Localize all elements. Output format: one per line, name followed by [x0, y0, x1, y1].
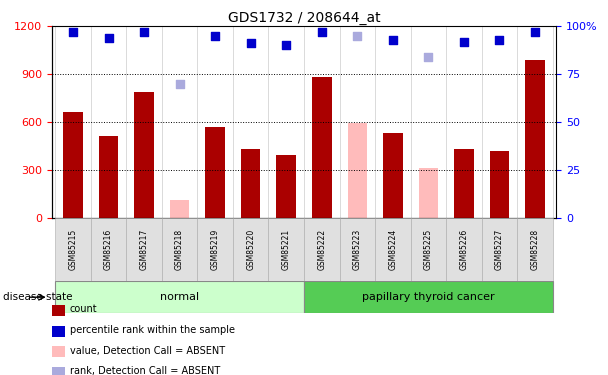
Bar — [198, 217, 233, 281]
Text: GSM85223: GSM85223 — [353, 229, 362, 270]
Text: GSM85220: GSM85220 — [246, 229, 255, 270]
Bar — [52, 367, 65, 375]
Point — [246, 40, 255, 46]
Text: GSM85224: GSM85224 — [389, 229, 398, 270]
Bar — [52, 305, 65, 316]
Bar — [277, 155, 296, 218]
Bar — [241, 149, 260, 217]
Point — [353, 33, 362, 39]
Bar — [206, 128, 225, 218]
Text: GSM85215: GSM85215 — [69, 229, 77, 270]
Text: value, Detection Call = ABSENT: value, Detection Call = ABSENT — [70, 346, 225, 355]
Text: GSM85216: GSM85216 — [104, 229, 113, 270]
Text: rank, Detection Call = ABSENT: rank, Detection Call = ABSENT — [70, 366, 220, 375]
Bar — [410, 217, 446, 281]
Point — [139, 29, 149, 35]
Bar — [454, 149, 474, 217]
Bar — [52, 346, 65, 357]
Point — [424, 54, 434, 60]
Text: GSM85225: GSM85225 — [424, 229, 433, 270]
Bar — [348, 123, 367, 218]
Bar — [63, 112, 83, 218]
Text: GSM85221: GSM85221 — [282, 229, 291, 270]
Point — [174, 81, 184, 87]
Text: disease state: disease state — [3, 292, 72, 302]
Bar — [339, 217, 375, 281]
Bar — [269, 217, 304, 281]
Point — [317, 29, 326, 35]
Text: GSM85227: GSM85227 — [495, 229, 504, 270]
Bar — [375, 217, 410, 281]
Bar — [446, 217, 482, 281]
Bar — [162, 217, 198, 281]
Point — [494, 37, 504, 43]
Point — [459, 39, 469, 45]
Bar — [383, 133, 402, 218]
Point — [530, 29, 540, 35]
Text: GSM85217: GSM85217 — [140, 229, 148, 270]
Bar — [55, 281, 304, 313]
Bar — [525, 60, 545, 217]
Bar — [170, 200, 189, 217]
Text: percentile rank within the sample: percentile rank within the sample — [70, 325, 235, 335]
Bar — [233, 217, 269, 281]
Bar — [312, 77, 331, 218]
Bar — [98, 136, 119, 218]
Text: GSM85219: GSM85219 — [210, 229, 219, 270]
Bar — [517, 217, 553, 281]
Bar — [55, 217, 91, 281]
Bar — [134, 92, 154, 218]
Bar — [304, 217, 339, 281]
Text: normal: normal — [160, 292, 199, 302]
Text: GSM85228: GSM85228 — [531, 229, 539, 270]
Text: GSM85226: GSM85226 — [460, 229, 468, 270]
Bar — [91, 217, 126, 281]
Bar — [52, 326, 65, 337]
Point — [282, 42, 291, 48]
Point — [388, 37, 398, 43]
Bar — [419, 168, 438, 217]
Text: count: count — [70, 304, 97, 314]
Bar — [482, 217, 517, 281]
Point — [68, 29, 78, 35]
Bar — [126, 217, 162, 281]
Text: GSM85222: GSM85222 — [317, 229, 326, 270]
Text: papillary thyroid cancer: papillary thyroid cancer — [362, 292, 495, 302]
Text: GSM85218: GSM85218 — [175, 229, 184, 270]
Title: GDS1732 / 208644_at: GDS1732 / 208644_at — [227, 11, 381, 25]
Bar — [304, 281, 553, 313]
Bar — [489, 150, 510, 217]
Point — [104, 35, 114, 41]
Point — [210, 33, 220, 39]
